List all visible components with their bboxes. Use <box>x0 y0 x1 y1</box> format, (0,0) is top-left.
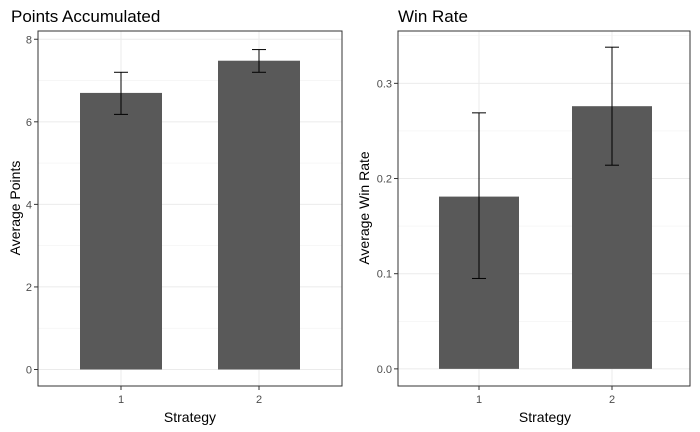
x-tick-label: 1 <box>476 394 482 406</box>
bar <box>80 92 162 370</box>
y-tick-label: 0.1 <box>377 269 392 281</box>
bars <box>80 60 300 370</box>
y-tick-label: 0.0 <box>377 364 392 376</box>
x-tick-label: 2 <box>609 394 615 406</box>
points-accumulated-panel: Points Accumulated Strategy Average Poin… <box>7 7 343 425</box>
chart-title: Win Rate <box>398 7 468 26</box>
y-tick-label: 0 <box>26 364 32 376</box>
x-axis-label: Strategy <box>519 409 571 425</box>
y-axis-label: Average Win Rate <box>356 151 372 265</box>
y-tick-label: 6 <box>26 117 32 129</box>
error-bars <box>472 46 619 279</box>
y-tick-label: 2 <box>26 282 32 294</box>
bars <box>439 106 652 369</box>
panel-border <box>37 30 343 387</box>
error-bars <box>114 49 266 115</box>
x-tick-label: 2 <box>256 394 262 406</box>
win-rate-panel: Win Rate Strategy Average Win Rate 0.0 0.… <box>356 7 691 425</box>
chart-title: Points Accumulated <box>11 7 160 26</box>
y-tick-label: 4 <box>26 199 32 211</box>
bar <box>218 60 300 370</box>
x-tick-label: 1 <box>118 394 124 406</box>
y-tick-label: 0.2 <box>377 174 392 186</box>
y-tick-label: 0.3 <box>377 78 392 90</box>
x-axis-label: Strategy <box>164 409 216 425</box>
y-axis-label: Average Points <box>7 161 23 256</box>
panel-border <box>397 30 691 387</box>
y-tick-label: 8 <box>26 34 32 46</box>
